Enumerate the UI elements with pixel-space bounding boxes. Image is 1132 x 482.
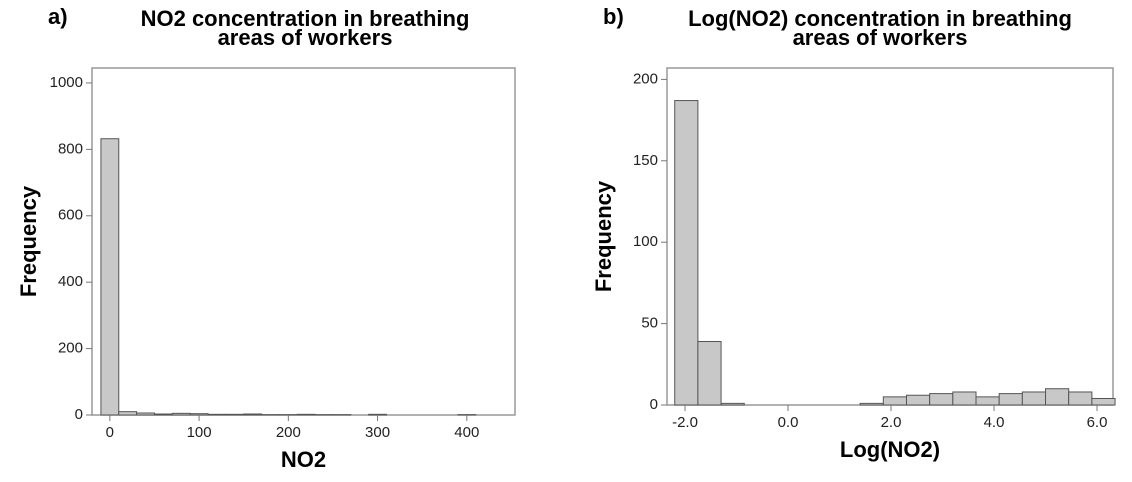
histogram-bar — [674, 100, 699, 406]
panel-label: b) — [603, 4, 624, 29]
y-tick-label: 200 — [58, 340, 83, 357]
histogram-bar — [882, 396, 907, 406]
x-tick-label: 400 — [454, 424, 479, 441]
histogram-bar — [859, 402, 884, 406]
y-tick-label: 0 — [75, 406, 83, 423]
x-tick-label: 0.0 — [778, 414, 799, 431]
histogram-bar — [1021, 391, 1047, 406]
y-tick-label: 100 — [633, 233, 658, 250]
plot-frame — [666, 67, 1114, 406]
histogram-bar — [296, 413, 316, 416]
histogram-bar — [171, 412, 191, 416]
y-tick-label: 1000 — [50, 74, 83, 91]
y-tick-label: 150 — [633, 152, 658, 169]
x-tick-label: 300 — [365, 424, 390, 441]
x-axis-title: Log(NO2) — [840, 437, 940, 462]
histogram-bar — [100, 138, 120, 416]
chart-title: areas of workers — [793, 25, 968, 50]
x-tick-label: 0 — [106, 424, 114, 441]
histogram-bar — [720, 402, 745, 406]
histogram-bar — [189, 413, 209, 416]
histogram-bar — [975, 396, 1000, 406]
histogram-bar — [998, 393, 1023, 406]
y-tick-label: 200 — [633, 70, 658, 87]
y-axis-title: Frequency — [591, 180, 616, 292]
histogram-bar — [929, 393, 954, 406]
chart-title: areas of workers — [218, 25, 393, 50]
y-axis-title: Frequency — [16, 185, 41, 297]
histogram-bar — [368, 413, 387, 416]
histogram-bar — [905, 394, 931, 406]
histogram-bar — [243, 413, 263, 416]
chart-title: Log(NO2) concentration in breathing — [688, 6, 1072, 31]
plot-frame — [91, 67, 516, 416]
panel-label: a) — [48, 4, 68, 29]
x-tick-label: -2.0 — [672, 414, 698, 431]
histogram-bar — [1045, 388, 1070, 406]
histogram-bar — [1068, 391, 1093, 406]
y-tick-label: 600 — [58, 207, 83, 224]
histogram-bar — [1091, 397, 1116, 406]
histogram-bar — [207, 413, 227, 416]
chart-title: NO2 concentration in breathing — [141, 6, 470, 31]
x-tick-label: 200 — [276, 424, 301, 441]
y-tick-label: 400 — [58, 273, 83, 290]
x-tick-label: 4.0 — [984, 414, 1005, 431]
histogram-bar — [952, 391, 977, 406]
x-tick-label: 2.0 — [881, 414, 902, 431]
y-tick-label: 800 — [58, 140, 83, 157]
x-tick-label: 6.0 — [1087, 414, 1108, 431]
x-tick-label: 100 — [187, 424, 212, 441]
histogram-bar — [118, 411, 138, 416]
histogram-bar — [225, 413, 245, 416]
histogram-bar — [153, 413, 173, 416]
histogram-bar — [136, 412, 155, 416]
y-tick-label: 0 — [650, 396, 658, 413]
y-tick-label: 50 — [641, 315, 658, 332]
histogram-bar — [697, 341, 722, 406]
x-axis-title: NO2 — [281, 447, 326, 472]
